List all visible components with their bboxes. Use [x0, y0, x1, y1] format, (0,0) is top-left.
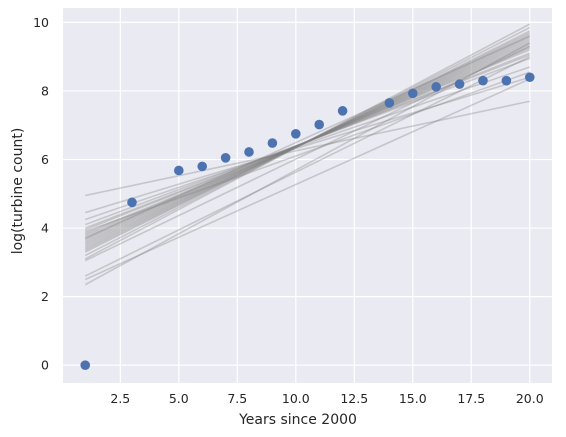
data-point	[431, 82, 441, 92]
data-point	[127, 197, 137, 208]
x-tick-label: 5.0	[169, 391, 189, 406]
data-point	[244, 147, 254, 157]
data-point	[220, 152, 231, 163]
fit-line	[84, 47, 531, 236]
fit-line	[84, 35, 531, 248]
x-tick-label: 20.0	[516, 391, 544, 406]
data-point	[267, 138, 278, 148]
data-point	[454, 79, 465, 89]
x-tick-label: 2.5	[110, 391, 130, 406]
x-tick-label: 12.5	[340, 391, 368, 406]
data-point	[524, 72, 535, 83]
data-point	[407, 88, 418, 99]
fit-line	[84, 55, 531, 277]
fit-line	[84, 42, 531, 241]
x-tick-label: 15.0	[399, 391, 427, 406]
data-points	[80, 72, 535, 370]
y-tick-label: 8	[41, 83, 49, 98]
x-tick-label: 7.5	[227, 391, 247, 406]
fit-line	[84, 38, 531, 245]
data-point	[174, 165, 184, 176]
fit-line	[84, 26, 531, 257]
fit-line	[84, 33, 531, 250]
fit-line	[84, 45, 531, 238]
fit-line	[84, 37, 531, 246]
fit-line	[84, 66, 531, 221]
data-point	[478, 75, 488, 86]
y-tick-labels: 0 2 4 6 8 10	[33, 15, 49, 373]
fit-line	[84, 76, 531, 214]
fit-line	[84, 31, 531, 252]
fit-line	[84, 71, 531, 233]
fit-line	[84, 40, 531, 243]
fit-line	[84, 49, 531, 234]
plot-area	[63, 8, 552, 383]
fit-line	[84, 35, 531, 240]
y-tick-label: 2	[41, 289, 49, 304]
y-tick-label: 4	[41, 221, 49, 236]
y-tick-label: 6	[41, 152, 49, 167]
fit-line	[84, 30, 531, 253]
fit-line	[84, 43, 531, 240]
fit-line	[84, 23, 531, 260]
y-tick-label: 10	[33, 15, 49, 30]
data-point	[337, 106, 348, 116]
data-point	[384, 98, 395, 108]
x-tick-label: 17.5	[457, 391, 485, 406]
data-point	[501, 75, 512, 86]
data-point	[314, 119, 324, 130]
x-tick-label: 10.0	[282, 391, 310, 406]
fit-line	[85, 100, 530, 197]
grid-lines	[63, 8, 552, 383]
x-axis-label: Years since 2000	[238, 412, 357, 428]
fit-line	[84, 78, 531, 281]
y-axis-label: log(turbine count)	[10, 128, 26, 255]
y-tick-label: 0	[41, 358, 49, 373]
data-point	[80, 360, 91, 370]
data-point	[197, 161, 208, 172]
x-tick-labels: 2.5 5.0 7.5 10.0 12.5 15.0 17.5 20.0	[110, 391, 543, 406]
data-point	[291, 128, 301, 139]
